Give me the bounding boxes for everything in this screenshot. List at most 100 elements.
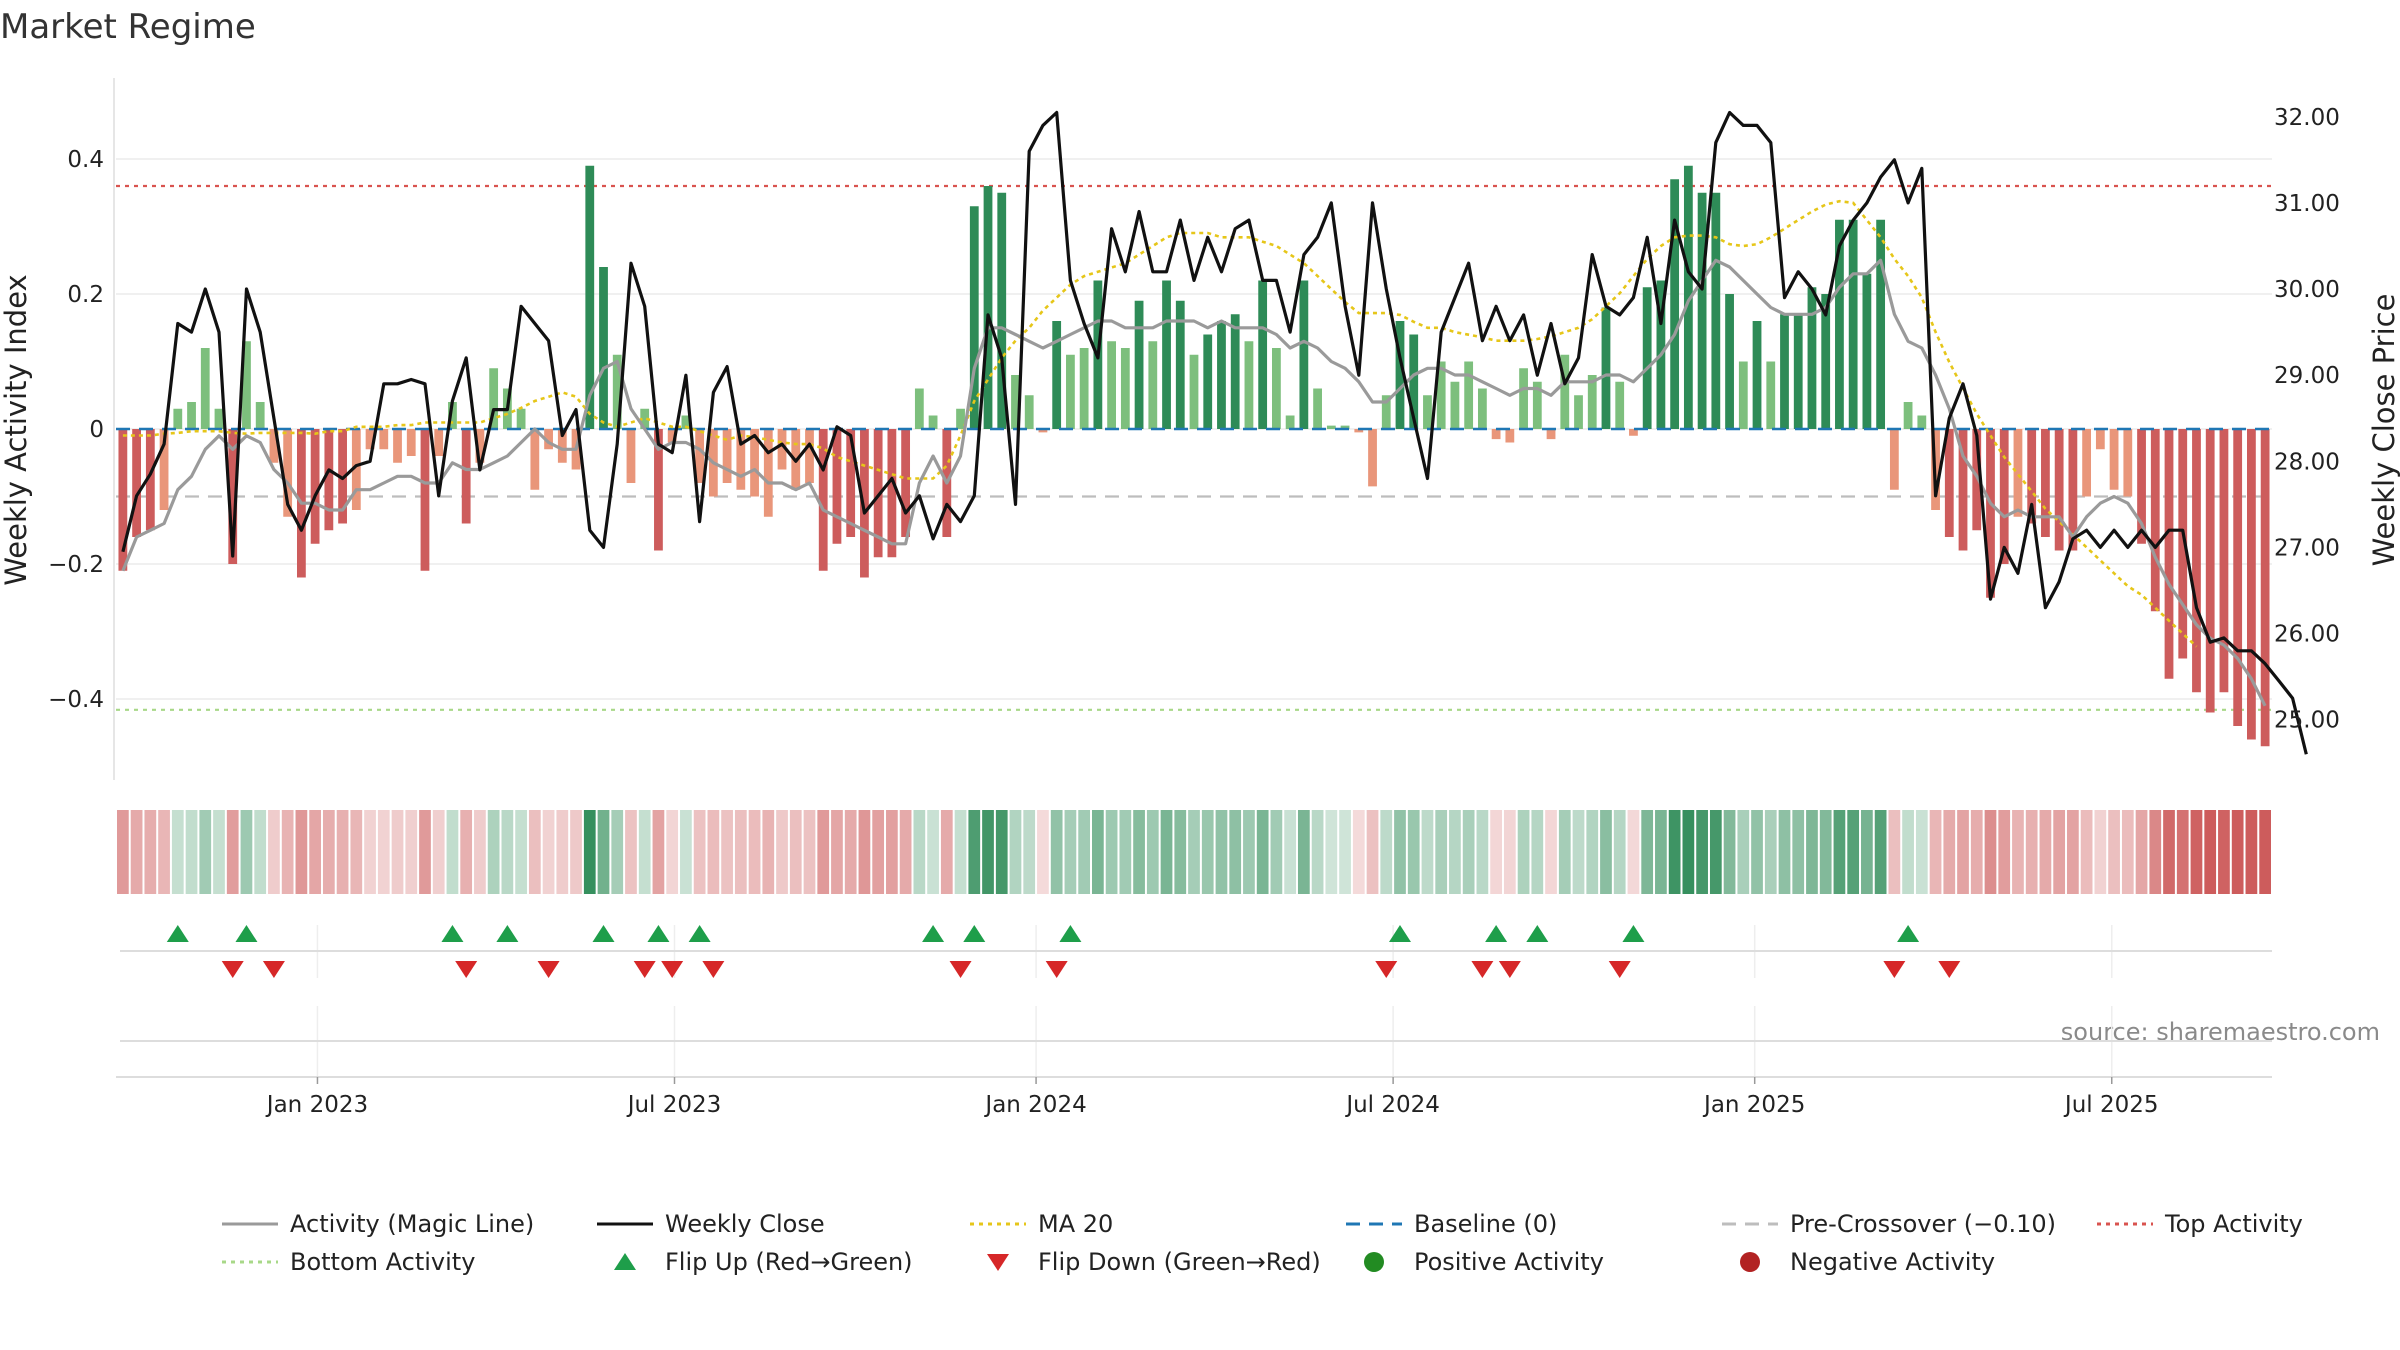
activity-bar — [818, 429, 828, 571]
activity-bar — [750, 429, 759, 497]
heat-cell — [419, 810, 431, 894]
activity-bar — [1450, 381, 1460, 429]
heat-cell — [1490, 810, 1502, 894]
heat-cell — [1558, 810, 1571, 894]
activity-bar — [1780, 314, 1789, 429]
legend-label: Weekly Close — [665, 1210, 825, 1238]
heat-cell — [1174, 810, 1187, 894]
activity-bar — [228, 429, 238, 564]
activity-bar — [1148, 341, 1158, 429]
heat-cell — [1105, 810, 1118, 894]
activity-bar — [1711, 192, 1721, 429]
activity-bar — [1574, 395, 1583, 429]
heat-cell — [2231, 810, 2244, 894]
axes: 0.4 0.2 0 −0.2 −0.4 32.00 31.00 30.00 29.00 28.00… — [48, 78, 2340, 780]
heat-cell — [515, 810, 527, 894]
heat-cell — [1586, 810, 1599, 894]
flip-down-marker — [1375, 961, 1398, 978]
heat-cell — [2080, 810, 2093, 894]
heat-cell — [322, 810, 335, 894]
x-tick-label: Jul 2024 — [1344, 1092, 1440, 1118]
activity-bar — [1876, 219, 1886, 429]
legend-item: Top Activity — [2097, 1210, 2303, 1238]
heat-cell — [2121, 810, 2134, 894]
activity-bar — [2233, 429, 2243, 726]
activity-bar — [420, 429, 430, 571]
activity-bar — [173, 408, 183, 429]
y-axis-label-left: Weekly Activity Index — [0, 274, 33, 585]
heat-cell — [117, 810, 129, 894]
heat-cell — [1160, 810, 1173, 894]
flip-down-marker — [1471, 961, 1494, 978]
activity-bar — [1423, 395, 1432, 429]
activity-bar — [736, 429, 746, 490]
heat-cell — [1311, 810, 1324, 894]
heat-cell — [171, 810, 184, 894]
series-lines — [116, 110, 2308, 755]
heat-cell — [1819, 810, 1832, 894]
heat-cell — [666, 810, 679, 894]
heat-cell — [776, 810, 788, 894]
activity-bar — [393, 429, 402, 463]
x-tick-label: Jan 2025 — [1702, 1092, 1805, 1118]
y-tick-left: 0.4 — [67, 147, 104, 173]
heat-cell — [1064, 810, 1077, 894]
activity-bar — [1203, 334, 1213, 429]
activity-bar — [2013, 429, 2023, 517]
heat-cell — [734, 810, 747, 894]
flip-up-marker — [496, 925, 519, 942]
y-tick-right: 26.00 — [2274, 622, 2340, 648]
activity-bar — [2068, 429, 2078, 551]
activity-bar — [1835, 219, 1844, 429]
activity-bar — [475, 429, 485, 463]
heat-cell — [1929, 810, 1942, 894]
legend-swatch — [614, 1253, 636, 1270]
activity-bar — [200, 348, 210, 429]
heat-cell — [350, 810, 363, 894]
y-tick-right: 28.00 — [2274, 449, 2340, 475]
activity-bar — [489, 368, 499, 429]
heat-cell — [185, 810, 198, 894]
activity-bar — [1986, 429, 1995, 598]
activity-bar — [1532, 381, 1542, 429]
heat-cell — [2053, 810, 2066, 894]
legend-item: Flip Down (Green→Red) — [987, 1248, 1321, 1276]
flip-down-marker — [1045, 961, 1068, 978]
activity-bar — [1519, 368, 1528, 429]
heat-cell — [2067, 810, 2079, 894]
heat-cell — [1874, 810, 1887, 894]
activity-bar — [1052, 321, 1062, 429]
activity-bar — [1436, 361, 1446, 429]
activity-bar — [1697, 192, 1707, 429]
heat-cell — [226, 810, 239, 894]
heat-cell — [913, 810, 926, 894]
activity-bar — [1793, 314, 1803, 429]
activity-bar — [2054, 429, 2064, 551]
weekly-close-line — [121, 110, 2308, 755]
activity-bar — [1546, 429, 1556, 440]
activity-bar — [132, 429, 141, 537]
activity-bar — [2123, 429, 2133, 497]
activity-bar — [640, 408, 650, 429]
y-tick-right: 31.00 — [2274, 191, 2340, 217]
activity-bar — [2260, 429, 2270, 747]
legend-item: Baseline (0) — [1346, 1210, 1557, 1238]
heat-cell — [1050, 810, 1063, 894]
heat-cell — [364, 810, 376, 894]
grid-lines — [116, 158, 2272, 1076]
activity-bar — [1615, 381, 1625, 429]
activity-bar — [612, 354, 622, 429]
activity-bar — [2150, 429, 2160, 612]
heat-cell — [817, 810, 830, 894]
heat-cell — [501, 810, 514, 894]
heat-cell — [1023, 810, 1036, 894]
activity-bar — [214, 408, 224, 429]
activity-bar — [860, 429, 869, 578]
regime-heat-strip — [117, 810, 2271, 894]
activity-bar — [338, 429, 347, 524]
heat-cell — [199, 810, 212, 894]
activity-bar — [695, 429, 705, 483]
heat-cell — [528, 810, 541, 894]
activity-bar — [2178, 429, 2188, 659]
flip-up-marker — [1059, 925, 1082, 942]
